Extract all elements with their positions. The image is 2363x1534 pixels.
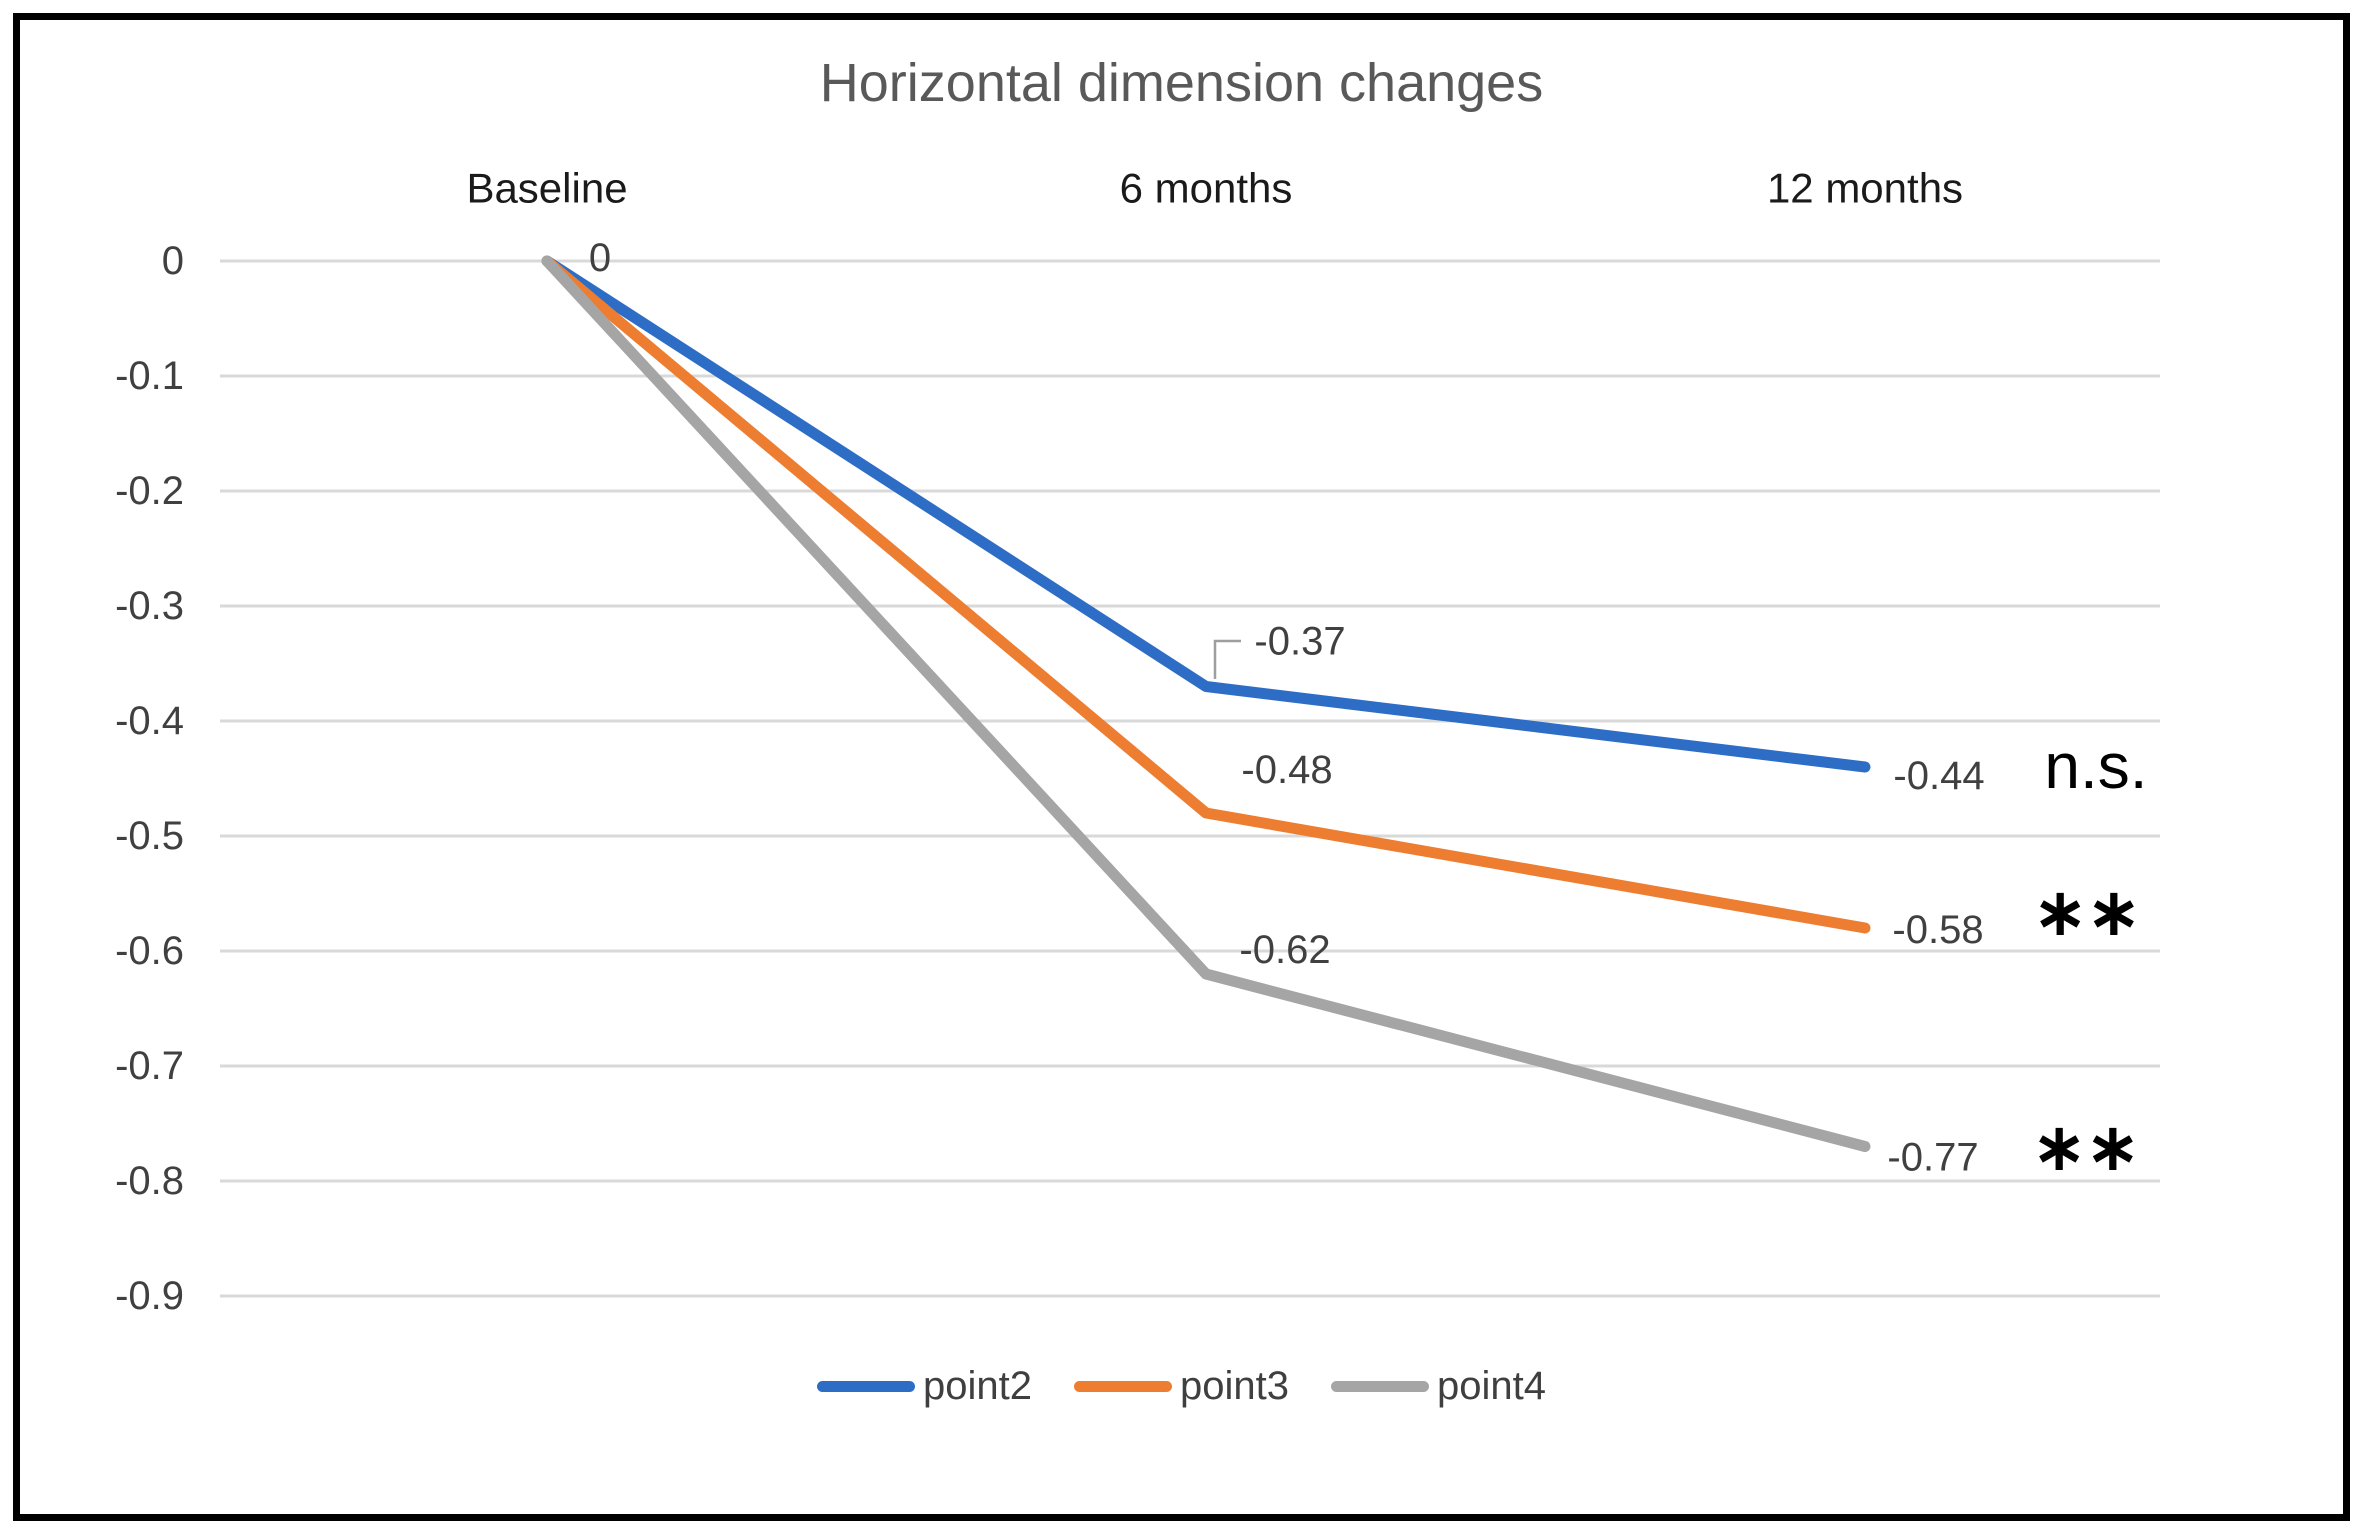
data-label-point4: -0.62 — [1239, 928, 1330, 972]
category-label: 6 months — [1120, 165, 1293, 212]
figure-border — [13, 13, 2350, 1521]
data-label-point3: -0.48 — [1241, 748, 1332, 792]
y-tick-label: -0.7 — [115, 1044, 184, 1088]
y-tick-label: -0.8 — [115, 1159, 184, 1203]
legend-item-point2: point2 — [817, 1364, 1032, 1409]
category-label: Baseline — [466, 165, 627, 212]
legend-swatch-point4 — [1330, 1381, 1429, 1392]
significance-label-point3: ∗∗ — [2033, 876, 2140, 948]
data-label-point3: -0.58 — [1892, 908, 1983, 952]
data-label-point2: 0 — [589, 236, 611, 280]
y-tick-label: -0.5 — [115, 814, 184, 858]
data-label-point4: -0.77 — [1887, 1136, 1978, 1180]
significance-label-point2: n.s. — [2044, 730, 2147, 802]
y-tick-label: -0.3 — [115, 584, 184, 628]
data-label-leader-line — [1213, 639, 1241, 679]
series-line-point3 — [541, 255, 1871, 934]
series-line-point2 — [541, 255, 1871, 773]
y-tick-label: 0 — [162, 239, 184, 283]
significance-label-point4: ∗∗ — [2032, 1111, 2139, 1183]
category-label: 12 months — [1767, 165, 1963, 212]
legend-item-point4: point4 — [1330, 1364, 1546, 1409]
chart-legend: point2 point3 point4 — [0, 1364, 2363, 1409]
legend-label-point3: point3 — [1180, 1364, 1289, 1408]
y-tick-label: -0.9 — [115, 1274, 184, 1318]
legend-swatch-point2 — [817, 1381, 916, 1392]
legend-swatch-point3 — [1074, 1381, 1172, 1392]
legend-label-point4: point4 — [1436, 1364, 1546, 1408]
legend-item-point3: point3 — [1074, 1364, 1289, 1409]
y-tick-label: -0.2 — [115, 469, 184, 513]
data-label-point2: -0.44 — [1893, 754, 1984, 798]
data-label-point2: -0.37 — [1254, 620, 1345, 664]
y-tick-label: -0.6 — [115, 929, 184, 973]
chart-title: Horizontal dimension changes — [819, 53, 1544, 113]
legend-label-point2: point2 — [923, 1364, 1032, 1408]
y-tick-label: -0.1 — [115, 354, 184, 398]
y-tick-label: -0.4 — [115, 699, 184, 743]
series-line-point4 — [541, 255, 1871, 1152]
